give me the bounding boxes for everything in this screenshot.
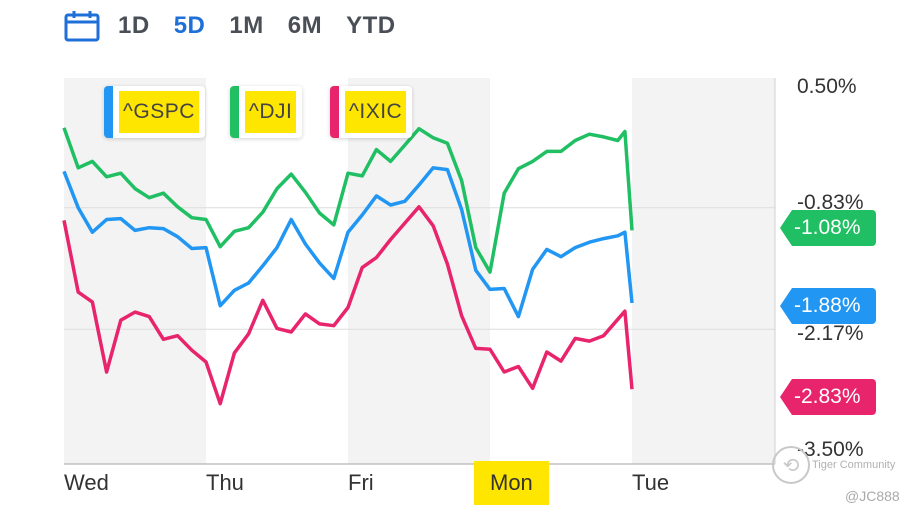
day-band [632, 78, 775, 464]
legend-label-dji: ^DJI [245, 91, 297, 133]
series-lines [62, 126, 634, 406]
y-tick-label: -2.17% [797, 322, 864, 345]
range-5d-button[interactable]: 5D [173, 12, 206, 39]
day-band [348, 78, 490, 464]
legend-label-ixic: ^IXIC [345, 91, 407, 133]
day-band [64, 78, 206, 464]
series-line-dji [62, 126, 634, 274]
y-tick-label: 0.50% [797, 75, 857, 98]
calendar-icon[interactable] [64, 10, 100, 42]
range-1m-button[interactable]: 1M [229, 12, 264, 39]
y-tick-label: -3.50% [797, 438, 864, 461]
legend-swatch-gspc [104, 86, 113, 138]
range-1d-button[interactable]: 1D [118, 12, 150, 39]
legend-swatch-dji [230, 86, 239, 138]
range-6m-button[interactable]: 6M [287, 12, 323, 39]
range-selector: 1D 5D 1M 6M YTD [64, 8, 420, 44]
last-value-tag-ixic: -2.83% [780, 379, 876, 415]
author-handle: @JC888 [845, 488, 900, 504]
x-tick-label: Tue [632, 470, 670, 495]
day-bands [64, 78, 775, 464]
last-value-tag-gspc: -1.88% [780, 288, 876, 324]
last-value-tag-dji: -1.08% [780, 210, 876, 246]
x-tick-label-highlighted: Mon [474, 461, 549, 505]
legend-label-gspc: ^GSPC [119, 91, 199, 133]
y-tick-label: -0.83% [797, 191, 864, 214]
legend-item-dji[interactable]: ^DJI [230, 86, 303, 138]
range-ytd-button[interactable]: YTD [346, 12, 396, 39]
legend-item-gspc[interactable]: ^GSPC [104, 86, 205, 138]
x-tick-label: Fri [348, 470, 374, 495]
series-line-ixic [62, 205, 634, 406]
watermark-text: Tiger Community [812, 459, 896, 471]
tiger-logo-icon: ⟲ [772, 446, 810, 484]
x-tick-label: Thu [206, 470, 244, 495]
series-line-gspc [62, 166, 634, 319]
legend-swatch-ixic [330, 86, 339, 138]
legend-item-ixic[interactable]: ^IXIC [330, 86, 413, 138]
x-tick-label: Wed [64, 470, 109, 495]
watermark: ⟲ Tiger Community [772, 446, 895, 484]
